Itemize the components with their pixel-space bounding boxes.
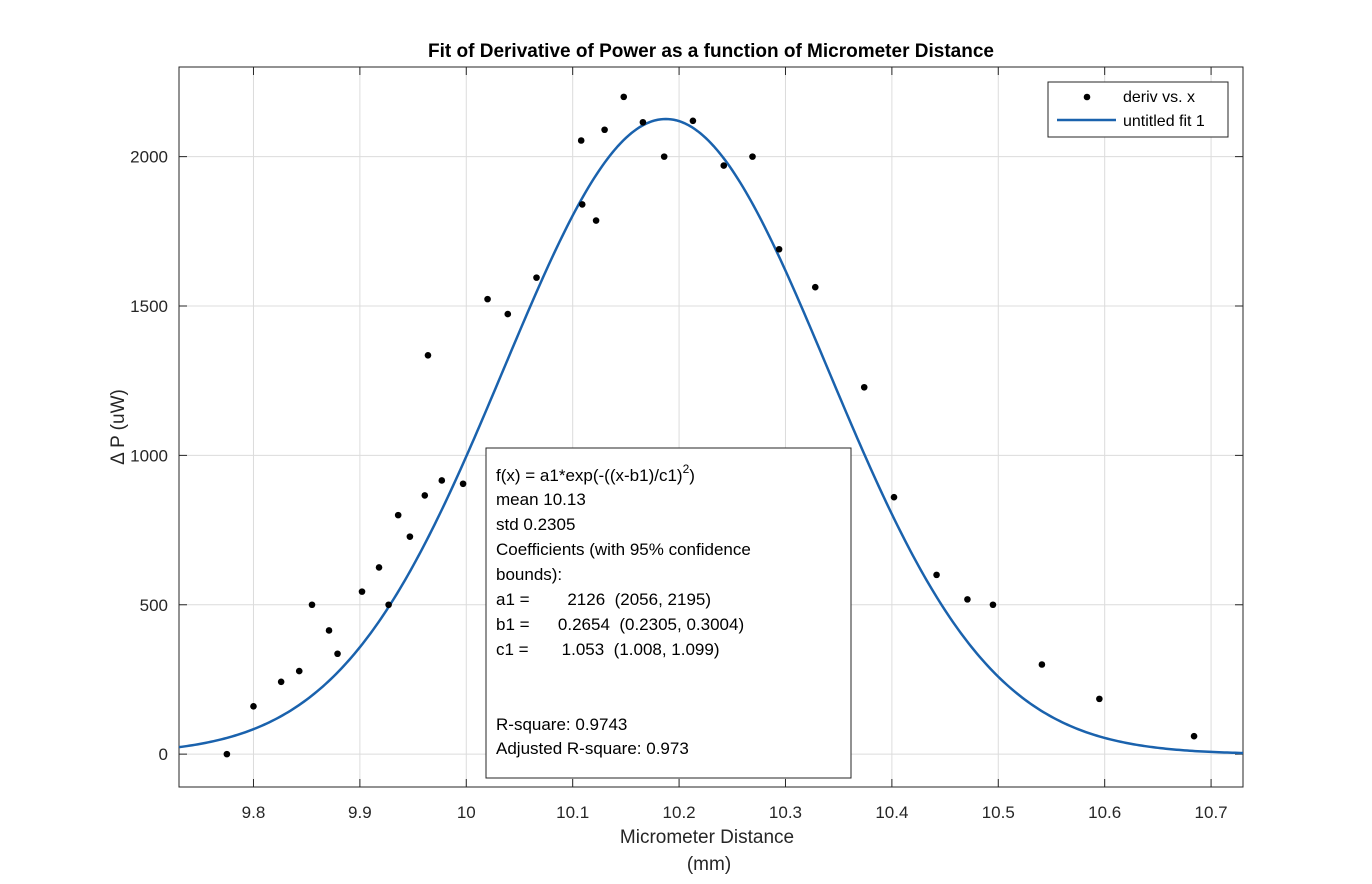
data-point	[578, 201, 586, 208]
data-point	[639, 118, 647, 126]
data-point	[250, 703, 257, 710]
data-point	[459, 480, 467, 488]
data-point	[504, 310, 512, 318]
legend: deriv vs. x untitled fit 1	[1047, 81, 1229, 138]
fit-std: std 0.2305	[496, 515, 575, 534]
x-tick-label: 9.8	[242, 803, 266, 822]
data-point	[325, 627, 333, 634]
data-point	[689, 117, 697, 125]
fit-coefficients-heading: Coefficients (with 95% confidence	[496, 540, 751, 559]
data-point	[775, 245, 783, 253]
data-point	[533, 274, 540, 281]
fit-layer	[178, 117, 1244, 755]
fit-coef-c1: c1 = 1.053 (1.008, 1.099)	[496, 640, 720, 659]
x-tick-label: 10.1	[556, 803, 589, 822]
x-tick-label: 10	[457, 803, 476, 822]
y-tick-label: 1500	[130, 297, 168, 316]
x-tick-label: 10.4	[875, 803, 908, 822]
legend-marker-points	[1083, 93, 1091, 101]
data-point	[577, 137, 585, 144]
legend-label-points: deriv vs. x	[1123, 89, 1195, 106]
data-point	[308, 601, 316, 609]
data-point	[601, 126, 608, 134]
fit-coefficients-heading-cont: bounds):	[496, 565, 562, 584]
data-point	[660, 153, 668, 160]
data-point	[933, 571, 940, 579]
y-tick-label: 500	[140, 596, 168, 615]
fit-coef-b1: b1 = 0.2654 (0.2305, 0.3004)	[496, 615, 744, 634]
x-tick-label: 10.7	[1195, 803, 1228, 822]
plot-area-frame	[178, 66, 1244, 788]
y-tick-label: 2000	[130, 148, 168, 167]
data-point	[1190, 732, 1198, 740]
data-point	[277, 678, 285, 686]
fit-r-square: R-square: 0.9743	[496, 715, 627, 734]
data-point	[421, 492, 429, 499]
data-point	[375, 564, 383, 571]
data-point	[484, 295, 491, 303]
data-point	[860, 383, 868, 391]
data-point	[334, 650, 341, 658]
fit-curve	[178, 117, 1244, 755]
fit-mean: mean 10.13	[496, 490, 586, 509]
fit-coef-a1: a1 = 2126 (2056, 2195)	[496, 590, 711, 609]
legend-box	[1047, 81, 1229, 138]
data-point	[811, 283, 819, 291]
data-point	[424, 351, 432, 359]
y-tick-label: 0	[159, 745, 168, 764]
data-point	[295, 667, 303, 675]
data-point	[1038, 661, 1046, 668]
x-tick-label: 10.5	[982, 803, 1015, 822]
data-point	[406, 533, 414, 540]
x-tick-label: 9.9	[348, 803, 372, 822]
chart-title: Fit of Derivative of Power as a function…	[428, 41, 994, 62]
x-tick-label: 10.6	[1088, 803, 1121, 822]
data-point	[1096, 695, 1103, 703]
fit-equation: f(x) = a1*exp(-((x-b1)/c1)2)	[496, 462, 695, 485]
data-point	[592, 217, 600, 224]
data-point	[394, 511, 402, 519]
data-point	[720, 162, 728, 169]
x-axis-unit-label: (mm)	[687, 854, 731, 875]
data-point	[620, 93, 628, 101]
legend-label-fit: untitled fit 1	[1123, 113, 1205, 130]
point-layer	[223, 93, 1198, 758]
data-point	[989, 601, 997, 609]
x-axis-label: Micrometer Distance	[620, 827, 794, 848]
fit-annotation: f(x) = a1*exp(-((x-b1)/c1)2) mean 10.13 …	[485, 447, 852, 779]
data-point	[749, 153, 756, 160]
fit-adjusted-r-square: Adjusted R-square: 0.973	[496, 739, 689, 758]
data-point	[223, 750, 231, 758]
x-tick-label: 10.3	[769, 803, 802, 822]
fit-equation-suffix: )	[689, 466, 695, 485]
data-point	[358, 588, 366, 595]
data-point	[890, 493, 898, 501]
y-axis-label: Δ P (uW)	[108, 389, 129, 465]
tick-layer: 9.8 9.9 10 10.1 10.2 10.3 10.4 10.5 10.6 10.7 0 500…	[130, 67, 1243, 822]
fit-equation-exponent: 2	[683, 462, 690, 476]
fit-equation-main: f(x) = a1*exp(-((x-b1)/c1)	[496, 466, 683, 485]
y-tick-label: 1000	[130, 446, 168, 465]
fit-annotation-box	[485, 447, 852, 779]
x-tick-label: 10.2	[663, 803, 696, 822]
data-point	[385, 601, 392, 609]
data-point	[964, 596, 971, 603]
data-point	[438, 477, 446, 484]
